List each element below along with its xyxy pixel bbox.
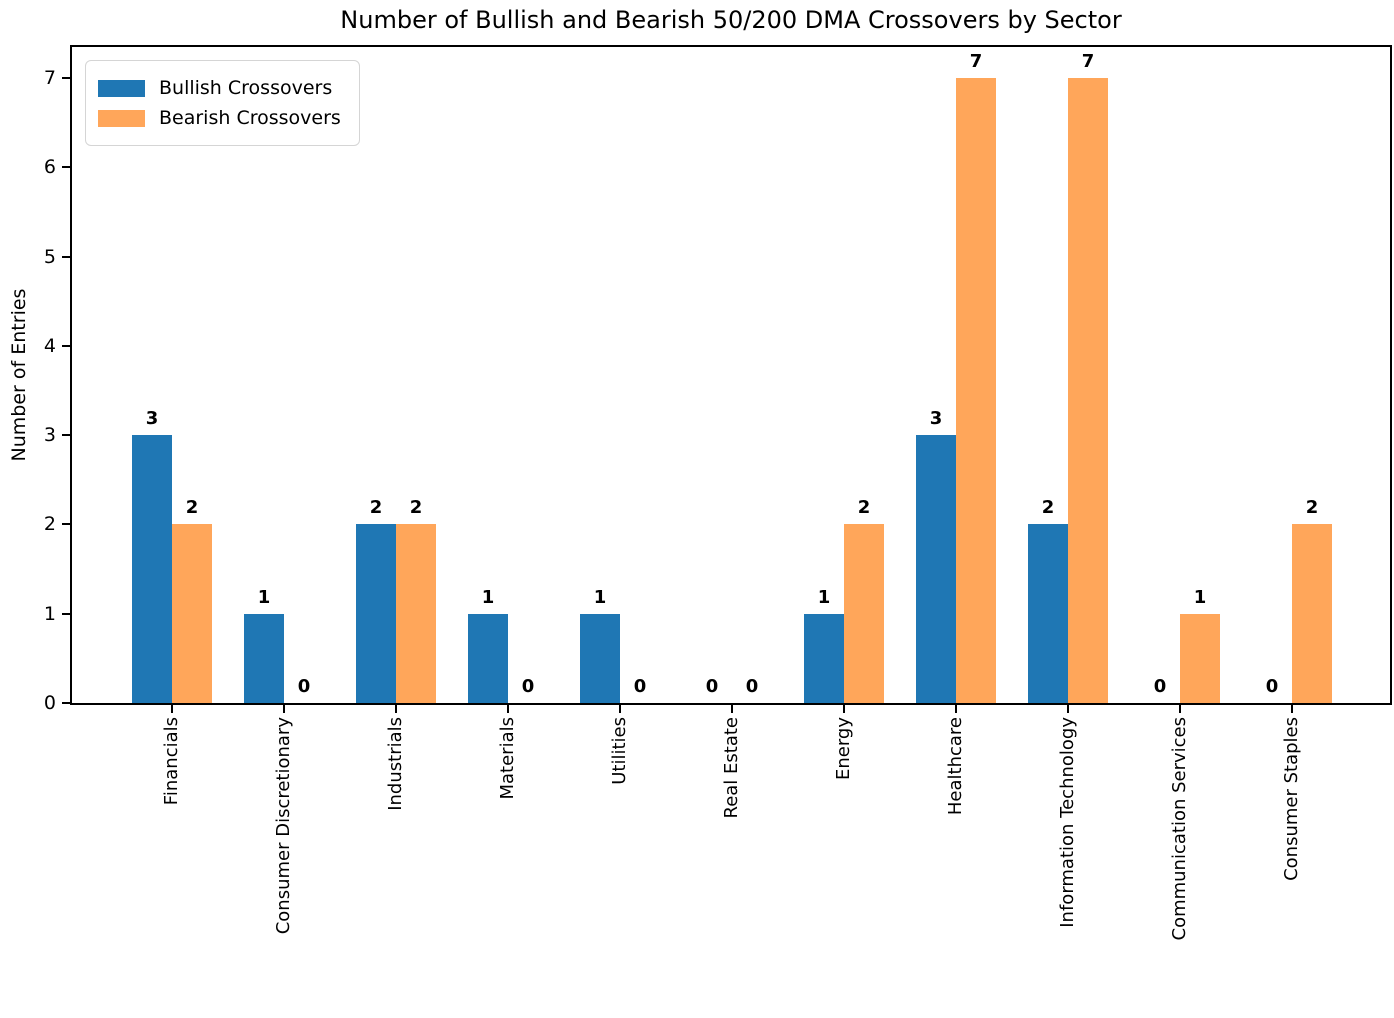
bar-bullish-information-technology [1028,524,1068,703]
bar-value-label-bearish-information-technology: 7 [1081,51,1095,73]
plot-area [70,45,1392,705]
bar-bearish-healthcare [956,78,996,703]
bar-value-label-bullish-utilities: 1 [593,586,607,608]
bar-value-label-bearish-industrials: 2 [409,497,423,519]
legend-label-bullish: Bullish Crossovers [159,77,333,99]
bar-value-label-bearish-materials: 0 [521,676,535,697]
bar-bearish-consumer-staples [1292,524,1332,703]
legend: Bullish Crossovers Bearish Crossovers [85,60,360,146]
x-tick-mark-consumer-discretionary [283,705,285,713]
chart-title: Number of Bullish and Bearish 50/200 DMA… [340,6,1122,34]
bar-bearish-financials [172,524,212,703]
y-tick-label-3: 3 [43,424,56,447]
bar-value-label-bullish-materials: 1 [481,586,495,608]
y-tick-label-7: 7 [43,67,56,90]
bar-value-label-bullish-communication-services: 0 [1153,676,1167,697]
y-tick-mark-1 [62,612,70,615]
bar-value-label-bearish-healthcare: 7 [969,51,983,73]
x-tick-label-real-estate: Real Estate [721,717,742,819]
x-tick-label-energy: Energy [833,717,854,781]
bar-value-label-bullish-consumer-staples: 0 [1265,676,1279,697]
bar-value-label-bullish-energy: 1 [817,586,831,608]
bar-bullish-industrials [356,524,396,703]
x-tick-label-industrials: Industrials [385,717,406,811]
bar-bullish-healthcare [916,435,956,703]
y-tick-mark-5 [62,255,70,258]
bar-value-label-bearish-real-estate: 0 [745,676,759,697]
x-tick-mark-real-estate [731,705,733,713]
bar-value-label-bearish-utilities: 0 [633,676,647,697]
x-tick-label-materials: Materials [497,717,518,800]
x-tick-label-consumer-discretionary: Consumer Discretionary [273,717,294,935]
y-tick-mark-7 [62,77,70,80]
x-tick-mark-materials [507,705,509,713]
y-tick-label-6: 6 [43,156,56,179]
x-tick-mark-healthcare [955,705,957,713]
y-tick-mark-0 [62,702,70,704]
y-tick-mark-6 [62,166,70,169]
y-tick-label-2: 2 [43,513,56,536]
x-tick-label-communication-services: Communication Services [1169,717,1190,941]
bar-bullish-consumer-discretionary [244,613,284,703]
legend-swatch-bullish [98,79,145,97]
legend-swatch-bearish [98,109,145,127]
x-tick-mark-communication-services [1179,705,1181,713]
bar-value-label-bearish-communication-services: 1 [1193,586,1207,608]
x-tick-mark-utilities [619,705,621,713]
bar-value-label-bearish-consumer-discretionary: 0 [297,676,311,697]
bar-bearish-communication-services [1180,613,1220,703]
legend-item-bullish: Bullish Crossovers [98,75,341,101]
bar-bearish-information-technology [1068,78,1108,703]
bar-bullish-energy [804,613,844,703]
bar-value-label-bearish-consumer-staples: 2 [1305,497,1319,519]
y-tick-label-4: 4 [43,334,56,357]
y-tick-mark-2 [62,523,70,526]
x-tick-mark-consumer-staples [1291,705,1293,713]
x-tick-label-consumer-staples: Consumer Staples [1281,717,1302,881]
bar-value-label-bullish-financials: 3 [145,408,159,430]
x-tick-label-information-technology: Information Technology [1057,717,1078,928]
bar-bearish-energy [844,524,884,703]
y-tick-label-0: 0 [43,692,56,714]
y-tick-mark-4 [62,344,70,347]
x-tick-label-healthcare: Healthcare [945,717,966,816]
bar-bearish-industrials [396,524,436,703]
bar-value-label-bearish-financials: 2 [185,497,199,519]
legend-label-bearish: Bearish Crossovers [159,107,341,129]
x-tick-mark-information-technology [1067,705,1069,713]
bar-value-label-bullish-consumer-discretionary: 1 [257,586,271,608]
x-tick-mark-industrials [395,705,397,713]
y-tick-label-1: 1 [43,602,56,625]
bar-bullish-utilities [580,613,620,703]
y-tick-label-5: 5 [43,245,56,268]
x-tick-mark-financials [171,705,173,713]
bar-value-label-bearish-energy: 2 [857,497,871,519]
bar-bullish-materials [468,613,508,703]
bar-bullish-financials [132,435,172,703]
x-tick-label-financials: Financials [161,717,182,806]
bar-value-label-bullish-real-estate: 0 [705,676,719,697]
y-tick-mark-3 [62,434,70,437]
x-tick-label-utilities: Utilities [609,717,630,785]
x-tick-mark-energy [843,705,845,713]
bar-value-label-bullish-healthcare: 3 [929,408,943,430]
legend-item-bearish: Bearish Crossovers [98,105,341,131]
bar-value-label-bullish-information-technology: 2 [1041,497,1055,519]
bar-value-label-bullish-industrials: 2 [369,497,383,519]
